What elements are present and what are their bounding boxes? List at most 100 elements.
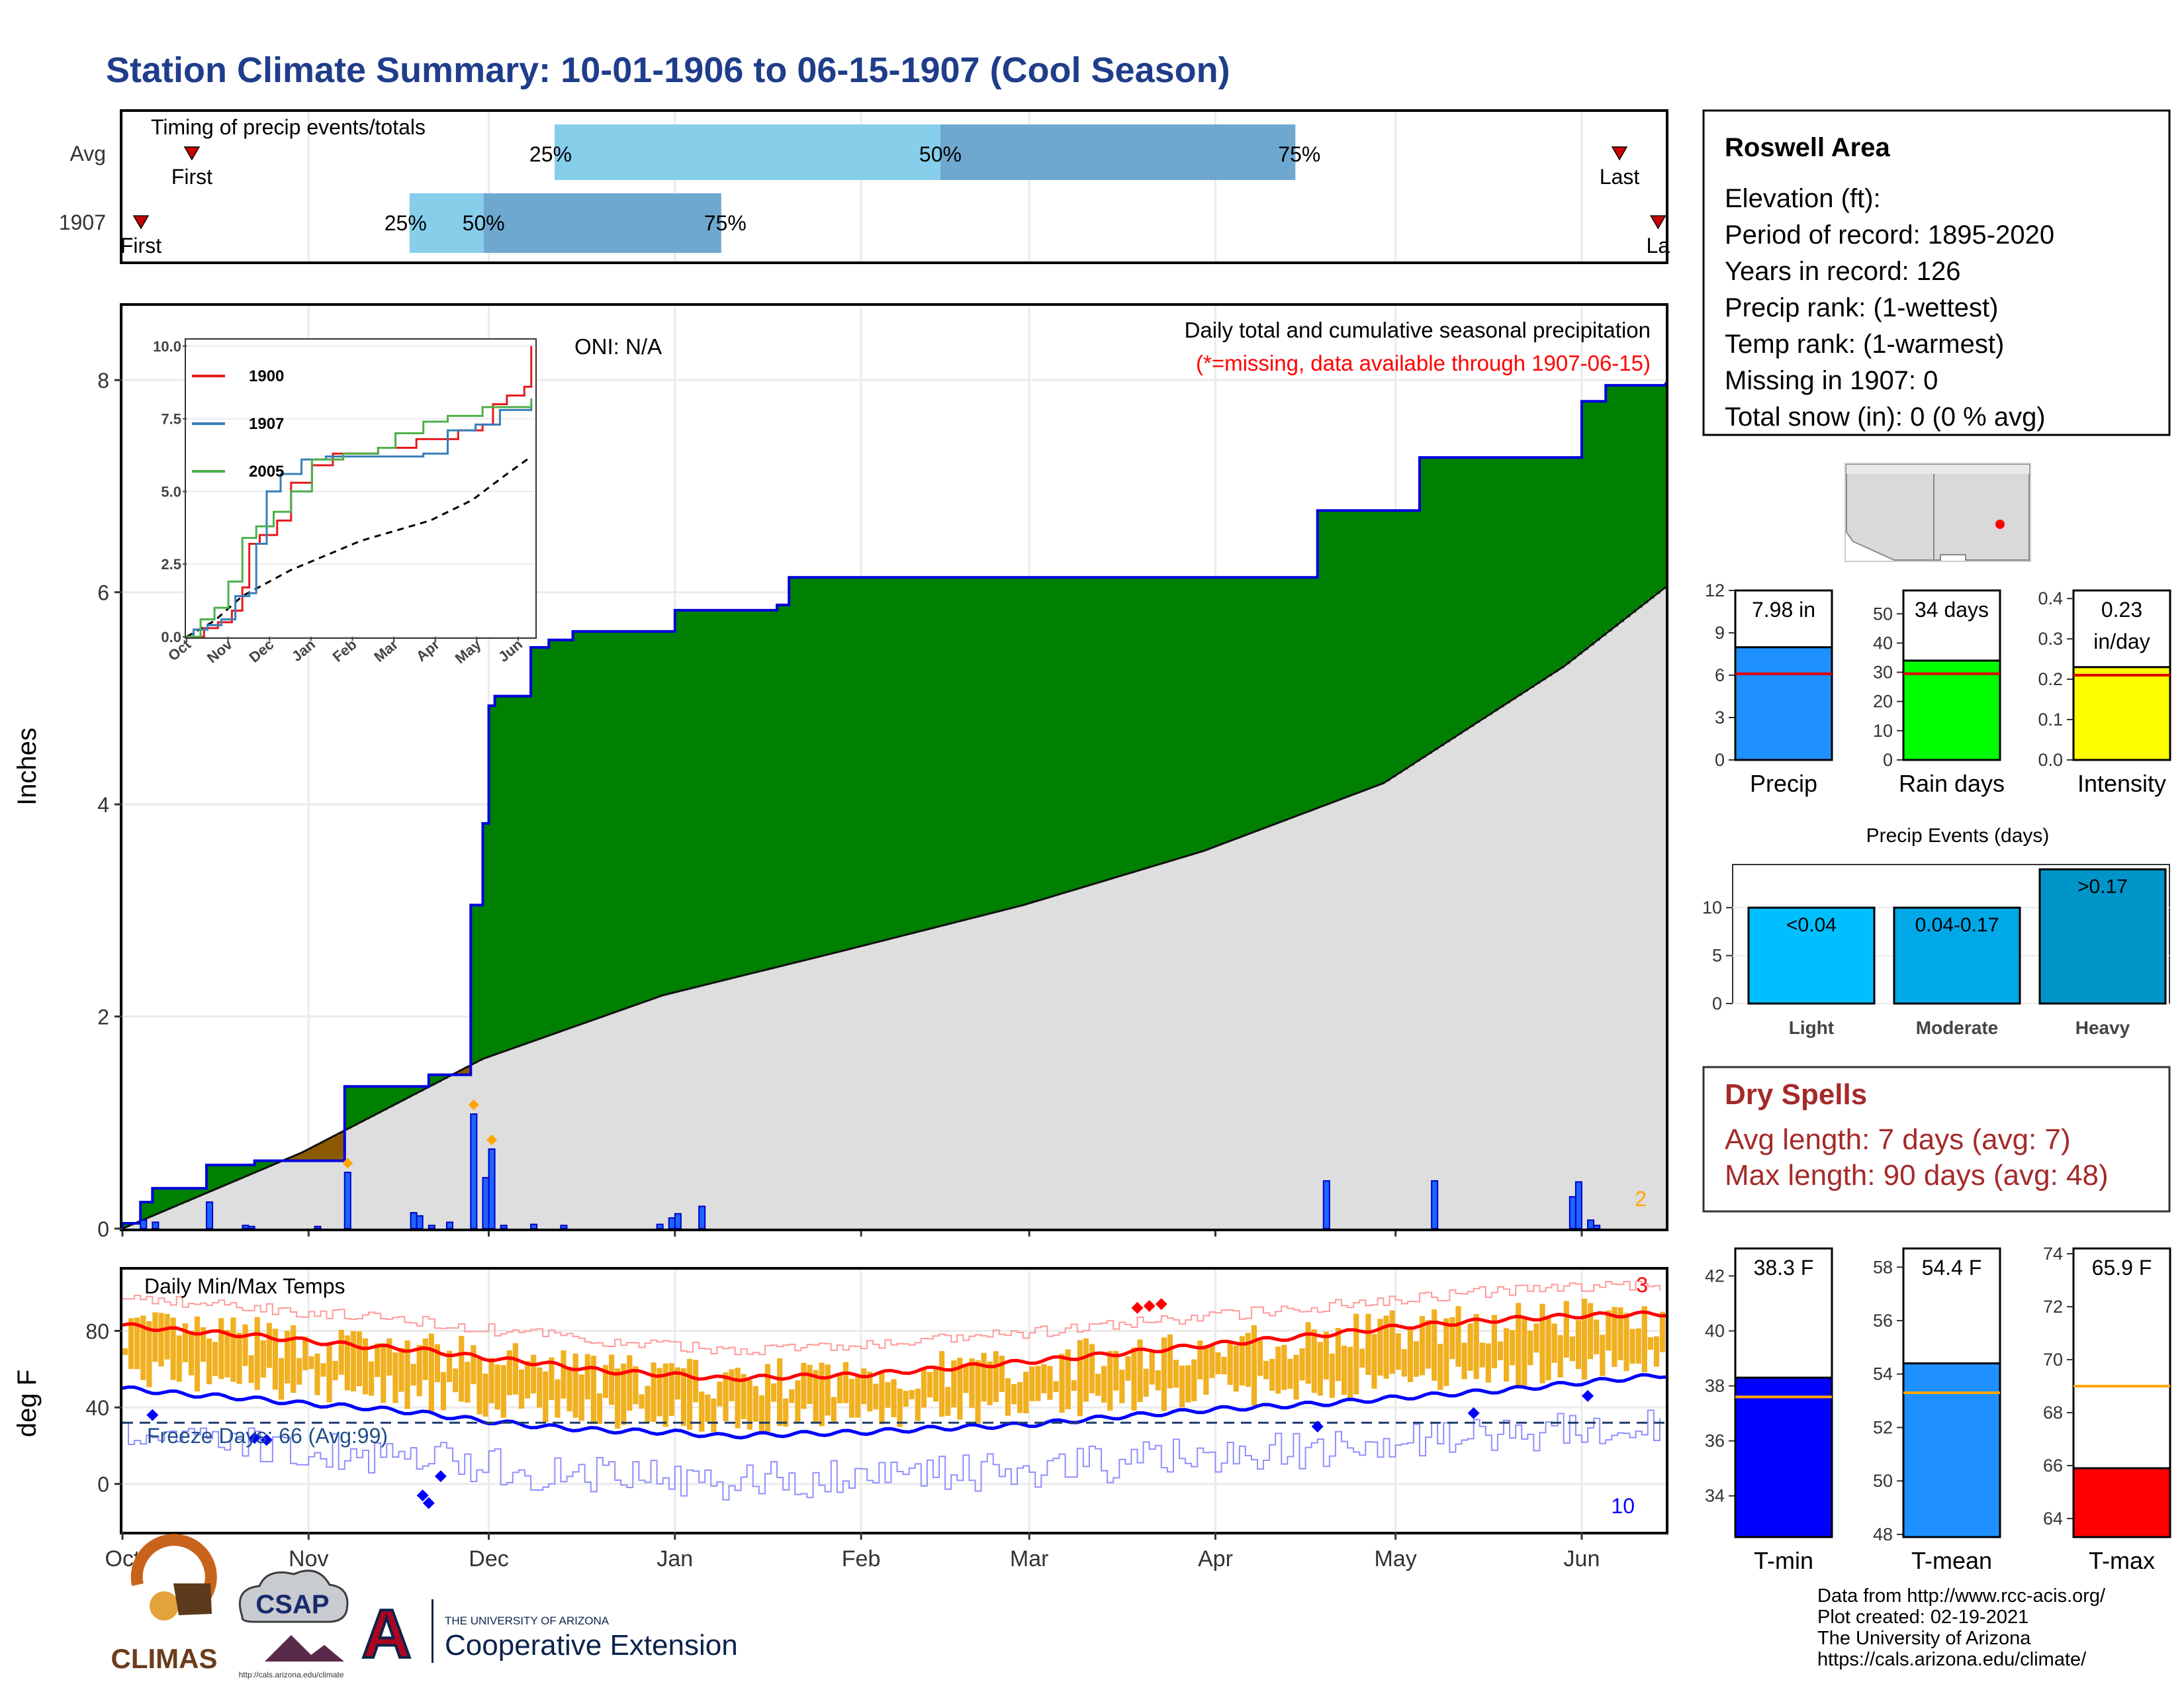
daily-temp-range-bar	[248, 1355, 254, 1383]
surplus-segment	[471, 905, 477, 1064]
station-info-line: Temp rank: (1-warmest)	[1725, 330, 2004, 359]
daily-temp-range-bar	[1407, 1329, 1413, 1382]
timing-label-25: 25%	[529, 142, 572, 166]
daily-temp-range-bar	[645, 1385, 651, 1423]
surplus-segment	[705, 610, 711, 984]
daily-temp-range-bar	[789, 1389, 795, 1403]
daily-temp-range-bar	[891, 1379, 897, 1417]
daily-precip-bar	[314, 1225, 322, 1230]
surplus-segment	[951, 577, 958, 923]
surplus-segment	[867, 577, 874, 944]
daily-temp-range-bar	[296, 1358, 302, 1385]
precip-y-tick-label: 8	[97, 369, 109, 393]
summary-y-tick-label: 0.3	[2038, 629, 2063, 649]
surplus-segment	[717, 610, 723, 982]
daily-temp-range-bar	[561, 1350, 567, 1399]
surplus-segment	[416, 1086, 424, 1092]
climas-logo: CLIMAS	[111, 1534, 218, 1674]
daily-temp-range-bar	[471, 1345, 477, 1385]
surplus-segment	[921, 577, 928, 931]
inset-x-tick-label: Nov	[204, 635, 236, 666]
inset-x-tick-label: Jun	[495, 636, 525, 665]
surplus-segment	[1065, 577, 1072, 892]
daily-temp-range-bar	[879, 1372, 885, 1425]
temp-panel: 0 40 80 deg F Daily Min/Max Temps Freeze D…	[13, 1267, 1668, 1571]
surplus-segment	[1239, 577, 1246, 837]
daily-temp-range-bar	[1257, 1340, 1263, 1376]
surplus-segment	[1401, 510, 1408, 770]
daily-temp-range-bar	[1557, 1335, 1563, 1378]
surplus-segment	[752, 610, 760, 972]
surplus-segment	[861, 577, 868, 946]
daily-temp-range-bar	[596, 1393, 603, 1425]
inset-background	[185, 339, 536, 638]
daily-precip-bar	[1322, 1180, 1330, 1230]
daily-temp-range-bar	[488, 1358, 494, 1403]
inset-y-tick-label: 0.0	[161, 629, 181, 645]
daily-temp-range-bar	[1588, 1303, 1594, 1360]
surplus-segment	[176, 1188, 183, 1205]
daily-temp-range-bar	[621, 1363, 627, 1425]
daily-temp-range-bar	[651, 1362, 657, 1422]
surplus-segment	[1606, 385, 1612, 632]
last-event-label: Last	[1600, 165, 1640, 189]
surplus-segment	[434, 1074, 441, 1082]
daily-temp-range-bar	[1239, 1336, 1245, 1385]
daily-precip-bar	[248, 1225, 255, 1230]
surplus-segment	[1347, 510, 1354, 796]
daily-temp-range-bar	[459, 1336, 465, 1402]
surplus-segment	[873, 577, 880, 943]
daily-temp-range-bar	[350, 1331, 356, 1391]
daily-temp-range-bar	[1107, 1350, 1113, 1411]
deficit-segment	[326, 1138, 334, 1161]
deficit-segment	[308, 1147, 315, 1161]
daily-temp-range-bar	[831, 1397, 837, 1424]
daily-precip-bar	[410, 1211, 418, 1230]
inset-x-tick-label: Dec	[246, 636, 277, 666]
events-bar-label: >0.17	[2077, 876, 2128, 898]
timing-bar-q50-q75	[940, 124, 1296, 180]
summary-bar-name: T-max	[2089, 1547, 2155, 1574]
record-precip-marker	[468, 1099, 479, 1110]
surplus-segment	[1125, 577, 1132, 874]
daily-temp-range-bar	[278, 1358, 285, 1400]
daily-temp-range-bar	[999, 1356, 1005, 1392]
credit-line: https://cals.arizona.edu/climate/	[1817, 1649, 2087, 1670]
daily-temp-range-bar	[1413, 1340, 1420, 1377]
surplus-segment	[1533, 457, 1541, 684]
daily-temp-range-bar	[1071, 1380, 1077, 1391]
daily-temp-range-bar	[1221, 1356, 1227, 1375]
daily-temp-range-bar	[356, 1331, 363, 1387]
summary-y-tick-label: 42	[1705, 1266, 1725, 1286]
surplus-segment	[848, 577, 856, 949]
surplus-segment	[1551, 457, 1559, 673]
surplus-segment	[975, 577, 982, 917]
dry-spells-max: Max length: 90 days (avg: 48)	[1725, 1159, 2109, 1192]
daily-temp-range-bar	[537, 1367, 543, 1408]
surplus-segment	[1257, 577, 1264, 830]
daily-temp-range-bar	[567, 1367, 572, 1411]
daily-temp-range-bar	[963, 1365, 969, 1393]
summary-bar-value: 38.3 F	[1754, 1256, 1814, 1280]
deficit-segment	[291, 1156, 297, 1161]
daily-temp-range-bar	[410, 1364, 416, 1386]
surplus-segment	[1600, 401, 1606, 636]
daily-temp-range-bar	[987, 1361, 993, 1405]
daily-temp-range-bar	[705, 1394, 711, 1423]
surplus-segment	[981, 577, 988, 915]
daily-temp-range-bar	[1311, 1329, 1317, 1393]
temp-y-axis: 0 40 80	[85, 1319, 122, 1497]
surplus-segment	[1371, 510, 1379, 787]
daily-temp-range-bar	[176, 1335, 182, 1382]
summary-y-tick-label: 0.1	[2038, 710, 2063, 729]
events-bar	[2038, 868, 2167, 1005]
daily-precip-bar	[428, 1225, 435, 1230]
station-info-frame	[1702, 109, 2171, 436]
surplus-segment	[1504, 457, 1510, 704]
surplus-segment	[1510, 457, 1516, 700]
daily-temp-range-bar	[717, 1382, 723, 1407]
daily-precip-bar	[152, 1221, 159, 1230]
surplus-segment	[1035, 577, 1042, 901]
daily-temp-range-bar	[945, 1387, 951, 1416]
